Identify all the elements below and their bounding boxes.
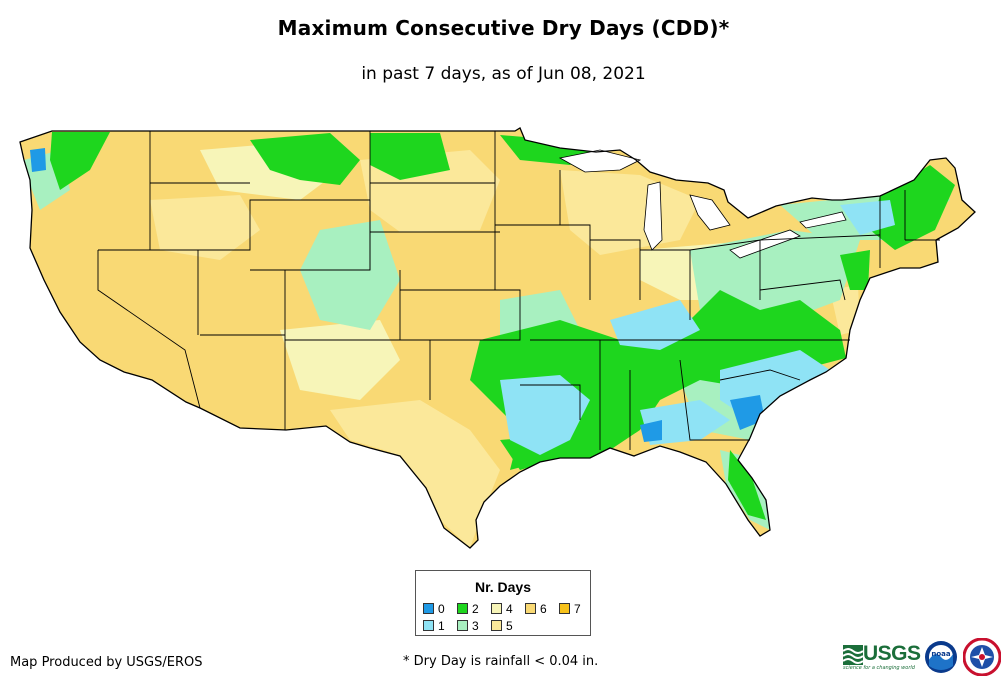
legend-label: 6 [540, 601, 547, 616]
legend-swatch [457, 620, 468, 632]
region-1-day-new-york [840, 200, 895, 235]
region-0-days-northwest [30, 148, 46, 172]
legend-label: 3 [472, 618, 479, 633]
legend-item-2: 2 [457, 601, 479, 616]
legend-label: 0 [438, 601, 445, 616]
region-2-days-mid-atlantic [840, 250, 870, 290]
region-5-days-west [150, 195, 260, 260]
legend-label: 7 [574, 601, 581, 616]
legend-item-4: 4 [491, 601, 513, 616]
usgs-logo: USGS science for a changing world [843, 642, 921, 671]
legend: Nr. Days 0 1 2 3 4 5 6 7 [415, 570, 591, 636]
usgs-wave-icon [843, 645, 863, 665]
region-0-days-georgia [640, 420, 662, 442]
region-2-days-washington [50, 132, 110, 190]
region-2-days-new-england [870, 165, 955, 250]
region-0-days-sc [730, 395, 765, 430]
legend-swatch [423, 603, 434, 615]
legend-swatch [423, 620, 434, 632]
noaa-logo-text: noaa [931, 650, 951, 658]
noaa-logo-icon: noaa [925, 641, 957, 673]
region-3-days-colorado [300, 220, 400, 330]
legend-item-5: 5 [491, 618, 513, 633]
region-1-day-georgia [640, 400, 730, 445]
legend-item-6: 6 [525, 601, 547, 616]
region-2-days-montana [250, 133, 360, 185]
legend-swatch [525, 603, 536, 615]
lake-ontario [799, 211, 847, 229]
state-borders [97, 131, 940, 450]
legend-label: 5 [506, 618, 513, 633]
legend-swatch [457, 603, 468, 615]
legend-swatch [559, 603, 570, 615]
map-subtitle: in past 7 days, as of Jun 08, 2021 [361, 64, 646, 84]
region-5-days-midwest [560, 170, 700, 255]
region-1-day-louisiana [500, 375, 590, 455]
legend-label: 1 [438, 618, 445, 633]
usgs-logo-text: USGS [863, 642, 921, 665]
legend-title: Nr. Days [474, 579, 532, 595]
great-lakes [558, 149, 847, 259]
map-credit: Map Produced by USGS/EROS [10, 655, 203, 670]
legend-item-7: 7 [559, 601, 581, 616]
usgs-tagline: science for a changing world [843, 665, 915, 671]
region-1-day-tennessee [610, 300, 700, 350]
region-2-days-florida [728, 450, 766, 520]
lake-michigan [643, 181, 663, 251]
dry-day-footnote: * Dry Day is rainfall < 0.04 in. [403, 654, 599, 669]
legend-swatch [491, 620, 502, 632]
legend-item-3: 3 [457, 618, 479, 633]
legend-label: 4 [506, 601, 513, 616]
legend-item-1: 1 [423, 618, 445, 633]
region-2-days-minnesota [370, 133, 450, 180]
legend-swatch [491, 603, 502, 615]
legend-label: 2 [472, 601, 479, 616]
map-title: Maximum Consecutive Dry Days (CDD)* [277, 16, 730, 40]
nws-logo-icon [963, 638, 1001, 676]
lake-huron [689, 194, 731, 231]
legend-item-0: 0 [423, 601, 445, 616]
lake-erie [729, 229, 801, 259]
